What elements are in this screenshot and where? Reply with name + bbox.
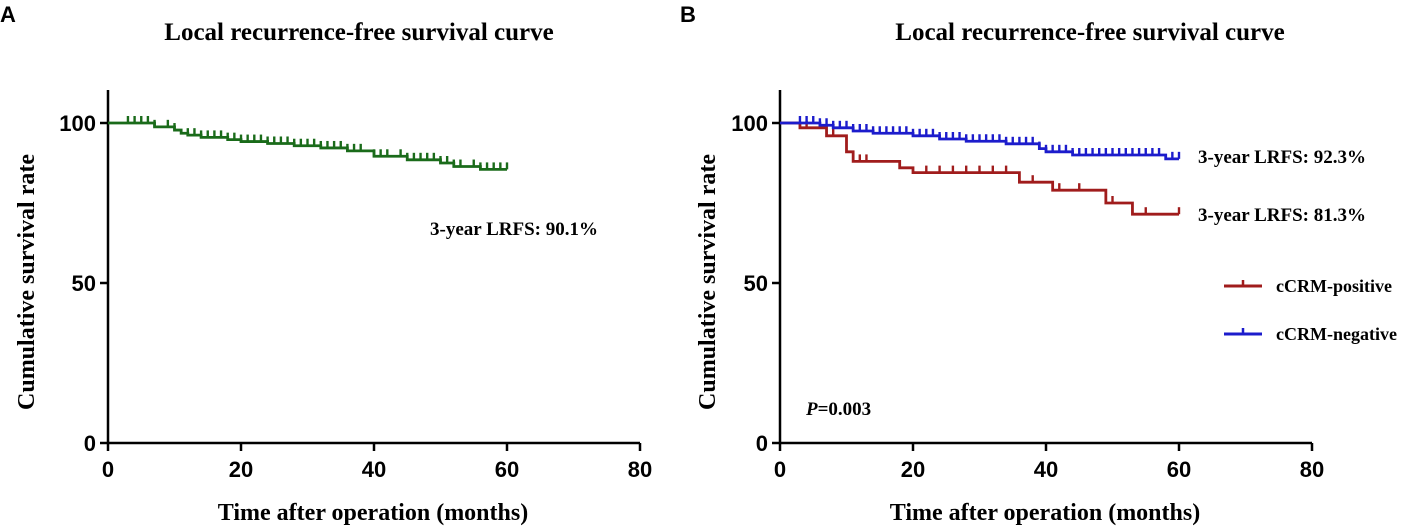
p-value-symbol: P xyxy=(805,399,818,420)
x-tick-label-a-40: 40 xyxy=(362,457,386,482)
series-group-b xyxy=(780,116,1181,216)
panel-label-b: B xyxy=(680,2,696,27)
chart-title-a: Local recurrence-free survival curve xyxy=(164,19,553,46)
x-tick-label-a-0: 0 xyxy=(102,457,114,482)
y-tick-label-a-0: 0 xyxy=(84,431,96,456)
axes-b xyxy=(778,90,1312,445)
x-tick-label-b-20: 20 xyxy=(901,457,925,482)
annotation-lrfs-negative: 3-year LRFS: 92.3% xyxy=(1198,147,1366,168)
y-tick-label-b-50: 50 xyxy=(744,271,768,296)
ticks-a: 0 20 40 60 80 0 50 100 xyxy=(59,111,652,482)
x-tick-label-a-60: 60 xyxy=(495,457,519,482)
series-group-a xyxy=(108,116,509,171)
ticks-b: 0 20 40 60 80 0 50 100 xyxy=(731,111,1324,482)
legend-item-negative: cCRM-negative xyxy=(1224,324,1397,344)
y-axis-label-a: Cumulative survival rate xyxy=(14,154,40,410)
x-tick-label-b-0: 0 xyxy=(774,457,786,482)
legend-item-positive: cCRM-positive xyxy=(1224,276,1392,296)
panel-a: A Local recurrence-free survival curve C… xyxy=(0,2,652,526)
p-value-annotation: P=0.003 xyxy=(805,399,871,420)
x-tick-label-b-60: 60 xyxy=(1167,457,1191,482)
panel-label-a: A xyxy=(0,2,16,27)
annotation-lrfs-a: 3-year LRFS: 90.1% xyxy=(430,219,598,240)
x-tick-label-b-80: 80 xyxy=(1300,457,1324,482)
y-axis-label-b: Cumulative survival rate xyxy=(695,154,721,410)
y-tick-label-a-50: 50 xyxy=(72,271,96,296)
x-axis-label-a: Time after operation (months) xyxy=(218,500,528,526)
series-line-ccrm-positive xyxy=(780,121,1179,216)
x-axis-label-b: Time after operation (months) xyxy=(890,500,1200,526)
y-tick-label-b-100: 100 xyxy=(731,111,768,136)
x-tick-label-b-40: 40 xyxy=(1034,457,1058,482)
axes-a xyxy=(106,90,640,445)
panel-b: B Local recurrence-free survival curve C… xyxy=(680,2,1397,526)
y-tick-label-b-0: 0 xyxy=(756,431,768,456)
x-tick-label-a-80: 80 xyxy=(628,457,652,482)
chart-title-b: Local recurrence-free survival curve xyxy=(895,19,1284,46)
x-tick-label-a-20: 20 xyxy=(229,457,253,482)
annotation-lrfs-positive: 3-year LRFS: 81.3% xyxy=(1198,205,1366,226)
y-tick-label-a-100: 100 xyxy=(59,111,96,136)
legend-b: cCRM-positive cCRM-negative xyxy=(1224,276,1397,344)
legend-label-positive: cCRM-positive xyxy=(1276,276,1392,296)
p-value-number: =0.003 xyxy=(818,399,872,420)
legend-label-negative: cCRM-negative xyxy=(1276,324,1397,344)
